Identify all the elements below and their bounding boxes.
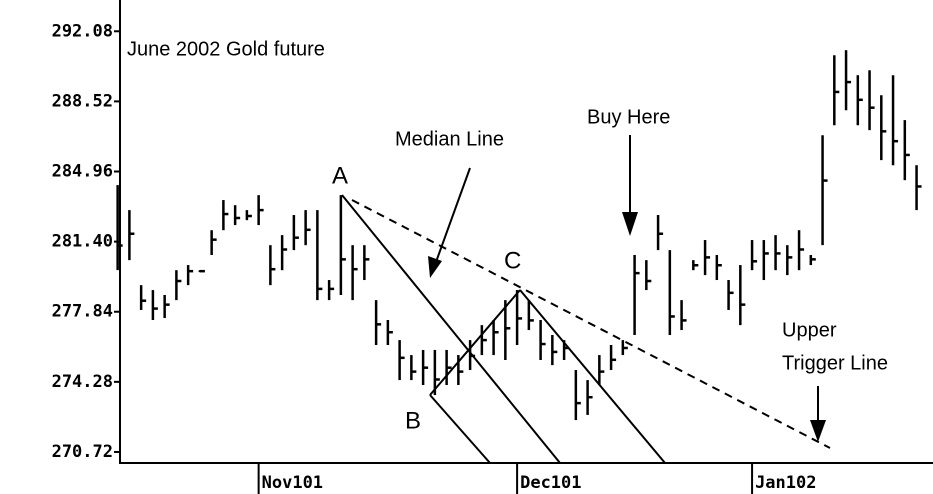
x-tick-label: Jan102 — [755, 473, 816, 493]
median-line — [341, 194, 561, 464]
arrow — [435, 167, 471, 263]
arrowhead — [428, 256, 442, 278]
annotation: A — [332, 162, 348, 189]
lower-parallel — [429, 394, 491, 464]
annotation: C — [504, 247, 521, 274]
annotation: Upper — [782, 319, 837, 341]
chart-title: June 2002 Gold future — [127, 38, 325, 60]
trigger-line — [351, 199, 831, 449]
x-tick-label: Dec101 — [520, 473, 581, 493]
annotation: Trigger Line — [782, 352, 888, 374]
annotation: Buy Here — [587, 106, 670, 128]
arrowhead — [622, 212, 638, 236]
y-tick-label: 277.84 — [52, 302, 113, 322]
y-tick-label: 274.28 — [52, 372, 113, 392]
arrowhead — [810, 420, 826, 442]
upper-parallel — [519, 289, 666, 464]
y-tick-label: 281.40 — [52, 232, 113, 252]
y-tick-label: 288.52 — [52, 91, 113, 111]
y-tick-label: 284.96 — [52, 162, 113, 182]
pitchfork — [341, 135, 831, 464]
y-tick-label: 292.08 — [52, 21, 113, 41]
annotation: Median Line — [395, 128, 504, 150]
annotation: B — [405, 407, 421, 434]
y-tick-label: 270.72 — [52, 442, 113, 462]
x-tick-label: Nov101 — [262, 473, 323, 493]
